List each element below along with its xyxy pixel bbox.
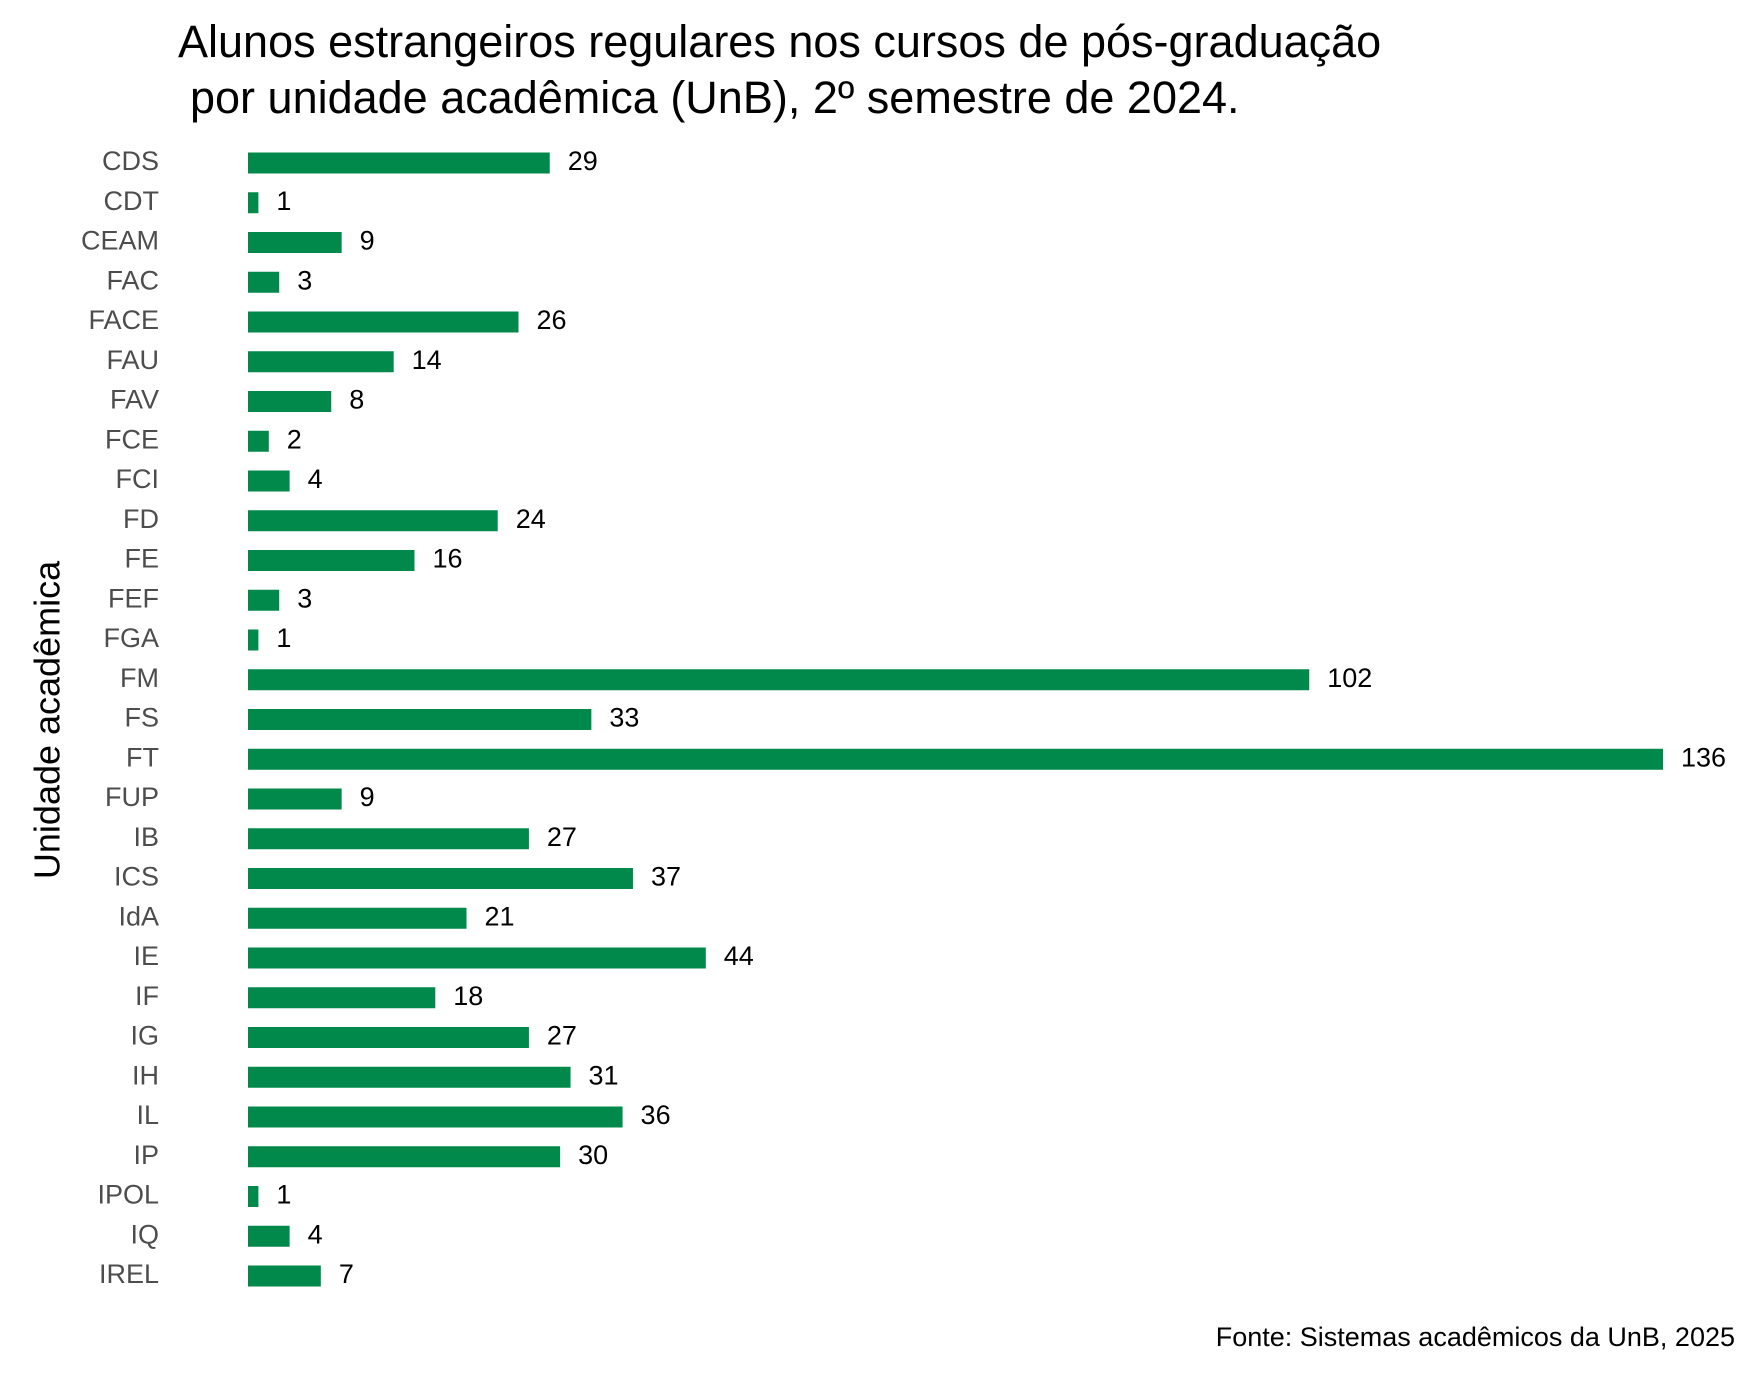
bar-fup <box>248 788 342 810</box>
bar-ib <box>248 828 529 850</box>
bar-ida <box>248 907 467 929</box>
bar-ig <box>248 1027 529 1048</box>
y-tick-label-fci: FCI <box>116 464 160 494</box>
bar-ih <box>248 1066 571 1088</box>
value-label-fce: 2 <box>287 424 302 454</box>
y-tick-label-fup: FUP <box>105 782 159 812</box>
value-label-face: 26 <box>537 305 567 335</box>
bar-ft <box>248 748 1663 770</box>
value-label-il: 36 <box>641 1100 671 1130</box>
chart-title-line-1: Alunos estrangeiros regulares nos cursos… <box>178 16 1382 67</box>
y-tick-label-fau: FAU <box>106 345 159 375</box>
y-tick-label-cdt: CDT <box>104 186 160 216</box>
y-tick-label-fef: FEF <box>108 583 159 613</box>
y-tick-label-ft: FT <box>126 742 159 772</box>
y-tick-label-if: IF <box>135 981 159 1011</box>
bars-group <box>248 152 1663 1287</box>
bar-fac <box>248 271 280 293</box>
y-tick-label-ig: IG <box>130 1021 159 1051</box>
bar-fau <box>248 351 394 373</box>
y-tick-labels: CDS CDT CEAM FAC FACE FAU FAV FCE FCI FD FE FEF FGA F… <box>81 146 159 1289</box>
value-label-ib: 27 <box>547 822 577 852</box>
value-label-ics: 37 <box>651 862 681 892</box>
value-label-fga: 1 <box>276 623 291 653</box>
bar-ie <box>248 947 706 969</box>
bar-if <box>248 987 436 1009</box>
value-labels: 2919326148242416311023313692737214418273… <box>276 146 1726 1289</box>
bar-fd <box>248 510 498 532</box>
chart-title-line-2: por unidade acadêmica (UnB), 2º semestre… <box>190 72 1240 123</box>
value-label-ig: 27 <box>547 1021 577 1051</box>
bar-irel <box>248 1265 321 1287</box>
y-tick-label-irel: IREL <box>99 1259 159 1289</box>
value-label-fef: 3 <box>297 583 312 613</box>
bar-ipol <box>248 1186 259 1207</box>
y-tick-label-ics: ICS <box>114 862 159 892</box>
bar-fav <box>248 391 332 412</box>
value-label-ceam: 9 <box>360 226 375 256</box>
y-tick-label-fce: FCE <box>105 424 159 454</box>
value-label-fe: 16 <box>432 544 462 574</box>
value-label-if: 18 <box>453 981 483 1011</box>
value-label-ida: 21 <box>484 901 514 931</box>
y-tick-label-fe: FE <box>124 544 159 574</box>
value-label-fs: 33 <box>609 703 639 733</box>
bar-iq <box>248 1225 290 1247</box>
value-label-fac: 3 <box>297 265 312 295</box>
value-label-ip: 30 <box>578 1140 608 1170</box>
y-tick-label-fd: FD <box>123 504 159 534</box>
bar-il <box>248 1106 623 1128</box>
source-note: Fonte: Sistemas acadêmicos da UnB, 2025 <box>1215 1322 1735 1352</box>
value-label-fav: 8 <box>349 385 364 415</box>
bar-fci <box>248 470 290 492</box>
bar-face <box>248 311 519 333</box>
value-label-ipol: 1 <box>276 1180 291 1210</box>
value-label-iq: 4 <box>308 1219 323 1249</box>
bar-fm <box>248 669 1310 691</box>
y-tick-label-fs: FS <box>124 703 159 733</box>
y-tick-label-fga: FGA <box>103 623 159 653</box>
y-tick-label-ipol: IPOL <box>97 1180 159 1210</box>
y-tick-label-ceam: CEAM <box>81 226 159 256</box>
value-label-ie: 44 <box>724 941 754 971</box>
y-tick-label-fav: FAV <box>110 385 159 415</box>
value-label-fau: 14 <box>412 345 442 375</box>
y-tick-label-ib: IB <box>133 822 159 852</box>
bar-ceam <box>248 232 342 253</box>
y-tick-label-fac: FAC <box>106 265 159 295</box>
value-label-irel: 7 <box>339 1259 354 1289</box>
y-tick-label-cds: CDS <box>102 146 159 176</box>
value-label-ih: 31 <box>589 1060 619 1090</box>
value-label-ft: 136 <box>1681 742 1726 772</box>
bar-fef <box>248 589 280 611</box>
bar-fga <box>248 629 259 651</box>
y-tick-label-ip: IP <box>133 1140 159 1170</box>
bar-ip <box>248 1146 561 1168</box>
y-tick-label-ie: IE <box>133 941 159 971</box>
value-label-cdt: 1 <box>276 186 291 216</box>
bar-cdt <box>248 192 259 214</box>
y-tick-label-fm: FM <box>120 663 159 693</box>
bar-fe <box>248 550 415 571</box>
y-tick-label-face: FACE <box>88 305 159 335</box>
value-label-cds: 29 <box>568 146 598 176</box>
bar-fce <box>248 430 269 452</box>
bar-ics <box>248 868 633 889</box>
y-tick-label-ida: IdA <box>118 901 159 931</box>
chart-title: Alunos estrangeiros regulares nos cursos… <box>178 14 1428 126</box>
value-label-fd: 24 <box>516 504 546 534</box>
value-label-fm: 102 <box>1327 663 1372 693</box>
bar-fs <box>248 709 592 730</box>
value-label-fci: 4 <box>308 464 323 494</box>
y-axis-title: Unidade acadêmica <box>27 560 68 879</box>
value-label-fup: 9 <box>360 782 375 812</box>
y-tick-label-il: IL <box>136 1100 159 1130</box>
y-tick-label-ih: IH <box>132 1060 159 1090</box>
y-tick-label-iq: IQ <box>130 1219 159 1249</box>
bar-cds <box>248 152 550 174</box>
